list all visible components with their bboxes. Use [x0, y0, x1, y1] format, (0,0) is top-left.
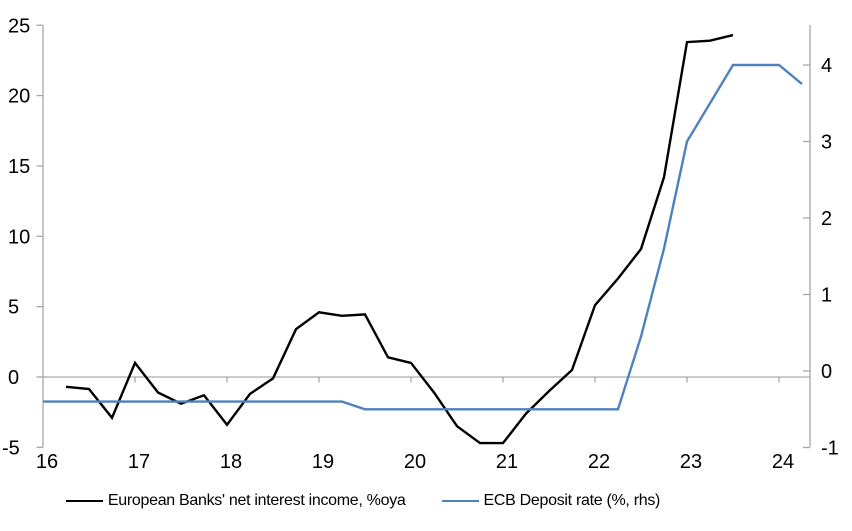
- chart-legend: European Banks' net interest income, %oy…: [0, 488, 726, 514]
- svg-text:1: 1: [821, 285, 832, 307]
- svg-text:4: 4: [821, 55, 832, 77]
- svg-text:15: 15: [8, 156, 30, 178]
- svg-text:18: 18: [220, 451, 242, 473]
- svg-text:25: 25: [8, 15, 30, 37]
- legend-label-net-interest-income: European Banks' net interest income, %oy…: [107, 492, 406, 509]
- svg-text:16: 16: [36, 451, 58, 473]
- svg-text:21: 21: [496, 451, 518, 473]
- svg-text:20: 20: [8, 86, 30, 108]
- blue-line-swatch-icon: [441, 500, 479, 502]
- legend-item-net-interest-income: European Banks' net interest income, %oy…: [65, 492, 406, 510]
- svg-text:24: 24: [772, 451, 794, 473]
- svg-text:2: 2: [821, 208, 832, 230]
- svg-text:19: 19: [312, 451, 334, 473]
- svg-text:-5: -5: [2, 437, 20, 459]
- black-line-swatch-icon: [65, 500, 103, 502]
- svg-text:22: 22: [588, 451, 610, 473]
- svg-text:3: 3: [821, 132, 832, 154]
- svg-text:0: 0: [821, 361, 832, 383]
- svg-text:10: 10: [8, 226, 30, 248]
- svg-text:23: 23: [680, 451, 702, 473]
- svg-text:5: 5: [8, 297, 19, 319]
- svg-text:0: 0: [8, 367, 19, 389]
- svg-text:-1: -1: [821, 438, 839, 460]
- legend-item-ecb-deposit-rate: ECB Deposit rate (%, rhs): [441, 492, 661, 510]
- svg-text:20: 20: [404, 451, 426, 473]
- svg-text:17: 17: [128, 451, 150, 473]
- legend-label-ecb-deposit-rate: ECB Deposit rate (%, rhs): [483, 492, 661, 509]
